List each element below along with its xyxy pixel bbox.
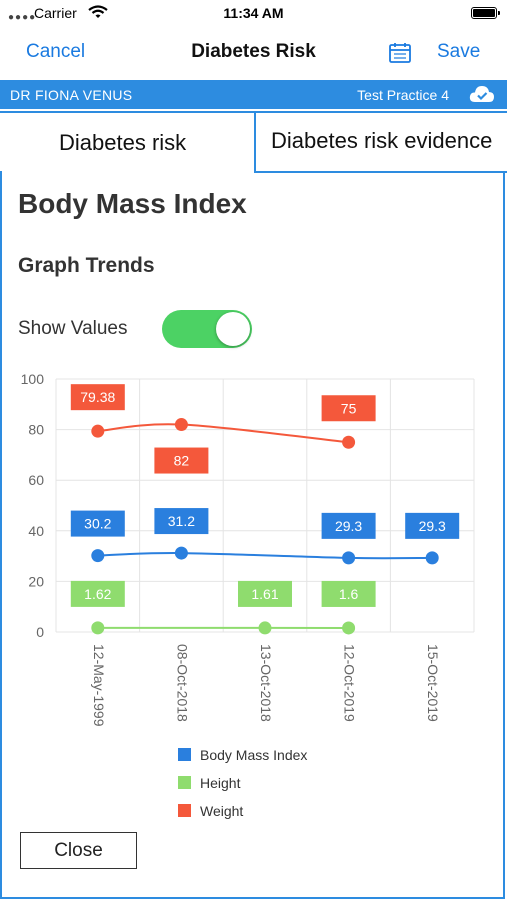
tab-diabetes-risk-evidence-label: Diabetes risk evidence xyxy=(271,128,493,153)
value-label-body-mass-index: 31.2 xyxy=(168,513,195,529)
y-tick-label: 20 xyxy=(28,573,44,589)
show-values-toggle[interactable] xyxy=(162,310,252,348)
data-point-weight xyxy=(342,435,356,449)
x-tick-label: 15-Oct-2019 xyxy=(425,644,441,722)
y-tick-label: 60 xyxy=(28,472,44,488)
page-title: Diabetes Risk xyxy=(191,41,316,62)
y-tick-label: 80 xyxy=(28,422,44,438)
battery-icon xyxy=(471,7,500,19)
data-point-height xyxy=(342,621,356,635)
close-button[interactable]: Close xyxy=(20,832,137,869)
tab-diabetes-risk-label: Diabetes risk xyxy=(59,130,187,155)
graph-trends-heading: Graph Trends xyxy=(18,254,155,277)
value-label-weight: 79.38 xyxy=(80,389,115,405)
data-point-height xyxy=(91,621,105,635)
x-tick-label: 08-Oct-2018 xyxy=(174,644,190,722)
section-title: Body Mass Index xyxy=(18,188,247,219)
value-label-box-height xyxy=(70,580,125,607)
legend-label-height: Height xyxy=(200,775,241,791)
value-label-box-height xyxy=(238,580,292,607)
value-label-box-weight xyxy=(70,384,125,411)
value-label-box-body-mass-index xyxy=(70,510,125,537)
wifi-icon xyxy=(88,5,108,18)
status-bar: ●●●● Carrier 11:34 AM xyxy=(0,0,507,28)
y-tick-label: 100 xyxy=(21,371,45,387)
bmi-trend-chart: 0 20 40 60 80 100 12-May-1999 08-Oct-2018 13-Oct… xyxy=(21,371,475,819)
data-point-weight xyxy=(174,418,188,432)
legend-swatch-height xyxy=(178,776,191,789)
value-label-body-mass-index: 29.3 xyxy=(335,518,362,534)
x-tick-label: 12-May-1999 xyxy=(91,644,107,727)
x-tick-label: 12-Oct-2019 xyxy=(342,644,358,722)
y-tick-label: 40 xyxy=(28,523,44,539)
value-label-body-mass-index: 30.2 xyxy=(84,516,111,532)
tab-diabetes-risk[interactable]: Diabetes risk xyxy=(0,111,254,173)
value-label-weight: 82 xyxy=(174,453,190,469)
series-line-body-mass-index xyxy=(97,552,433,560)
data-point-body-mass-index xyxy=(425,551,439,565)
value-label-box-weight xyxy=(321,395,376,422)
legend-swatch-weight xyxy=(178,804,191,817)
save-button[interactable]: Save xyxy=(437,41,481,62)
show-values-label: Show Values xyxy=(18,318,128,339)
calendar-icon[interactable] xyxy=(389,43,411,63)
data-point-body-mass-index xyxy=(91,549,105,563)
value-label-height: 1.62 xyxy=(84,586,111,602)
tab-diabetes-risk-evidence[interactable]: Diabetes risk evidence xyxy=(254,111,507,173)
legend-label-weight: Weight xyxy=(200,803,243,819)
x-tick-label: 13-Oct-2018 xyxy=(258,644,274,722)
practice-name: Test Practice 4 xyxy=(357,87,449,103)
value-label-box-weight xyxy=(154,447,209,474)
legend-swatch-body-mass-index xyxy=(178,748,191,761)
value-label-height: 1.61 xyxy=(251,586,278,602)
data-point-body-mass-index xyxy=(174,546,188,560)
value-label-box-height xyxy=(321,580,376,607)
value-label-box-body-mass-index xyxy=(154,508,209,535)
value-label-box-body-mass-index xyxy=(321,512,376,539)
content-panel xyxy=(0,171,505,899)
clock: 11:34 AM xyxy=(223,5,284,21)
navigation-bar: Cancel Diabetes Risk Save xyxy=(0,28,507,80)
doctor-name: DR FIONA VENUS xyxy=(10,87,133,103)
value-label-height: 1.6 xyxy=(339,586,359,602)
toggle-knob xyxy=(216,312,250,346)
patient-info-bar: DR FIONA VENUS Test Practice 4 xyxy=(0,80,507,109)
data-point-body-mass-index xyxy=(342,551,356,565)
y-tick-label: 0 xyxy=(36,624,44,640)
cloud-check-icon[interactable] xyxy=(469,85,495,103)
signal-dots-icon: ●●●● xyxy=(8,12,37,23)
data-point-height xyxy=(258,621,272,635)
value-label-box-body-mass-index xyxy=(405,512,460,539)
value-label-body-mass-index: 29.3 xyxy=(419,518,446,534)
legend-label-body-mass-index: Body Mass Index xyxy=(200,747,307,763)
carrier-label: Carrier xyxy=(34,5,77,21)
data-point-weight xyxy=(91,424,105,438)
cancel-button[interactable]: Cancel xyxy=(26,41,86,62)
value-label-weight: 75 xyxy=(341,400,357,416)
